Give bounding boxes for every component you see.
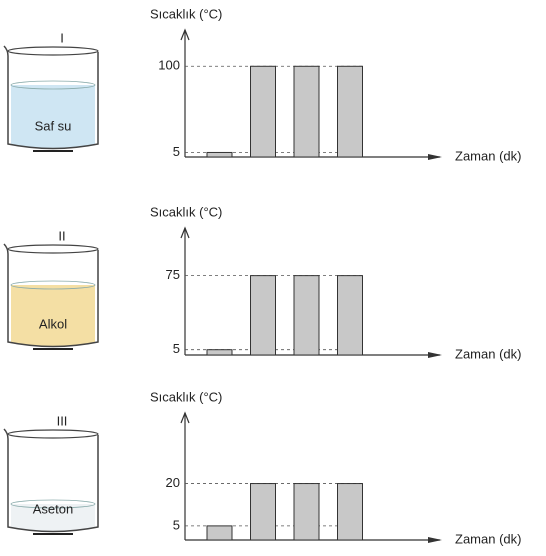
x-axis-title: Zaman (dk) (455, 531, 521, 546)
y-tick-label: 5 (173, 517, 180, 532)
y-tick-label: 100 (158, 58, 180, 73)
y-tick-label: 75 (166, 267, 180, 282)
x-axis-title: Zaman (dk) (455, 346, 521, 361)
liquid-name: Aseton (33, 501, 73, 516)
bar (294, 66, 319, 157)
y-tick-label: 5 (173, 341, 180, 356)
chart-panel: III Aseton Sıcaklık (°C) Zaman (dk) 5 20 (4, 389, 521, 546)
beaker-number: III (57, 413, 68, 428)
x-arrow (428, 537, 442, 543)
chart-panel: I Saf su Sıcaklık (°C) Zaman (dk) 5 100 (4, 6, 521, 163)
bar (338, 484, 363, 540)
chart-panel: II Alkol Sıcaklık (°C) Zaman (dk) 5 75 (4, 204, 521, 361)
bar (207, 526, 232, 540)
y-tick-label: 5 (173, 144, 180, 159)
beaker-rim (8, 430, 98, 438)
bar (251, 484, 276, 540)
page: I Saf su Sıcaklık (°C) Zaman (dk) 5 100 II Alko… (0, 0, 546, 556)
y-axis-title: Sıcaklık (°C) (150, 6, 222, 21)
x-arrow (428, 154, 442, 160)
liquid-name: Alkol (39, 316, 67, 331)
beaker-liquid (11, 85, 95, 148)
bar (294, 484, 319, 540)
bar (338, 66, 363, 157)
bar (294, 276, 319, 355)
y-axis-title: Sıcaklık (°C) (150, 204, 222, 219)
bar (207, 350, 232, 355)
bar (251, 276, 276, 355)
liquid-name: Saf su (35, 118, 72, 133)
y-tick-label: 20 (166, 475, 180, 490)
beaker-number: I (60, 30, 64, 45)
bar (207, 152, 232, 157)
bar (251, 66, 276, 157)
y-axis-title: Sıcaklık (°C) (150, 389, 222, 404)
beaker-number: II (58, 228, 65, 243)
beaker-rim (8, 245, 98, 253)
x-arrow (428, 352, 442, 358)
beaker-rim (8, 47, 98, 55)
bar (338, 276, 363, 355)
x-axis-title: Zaman (dk) (455, 148, 521, 163)
